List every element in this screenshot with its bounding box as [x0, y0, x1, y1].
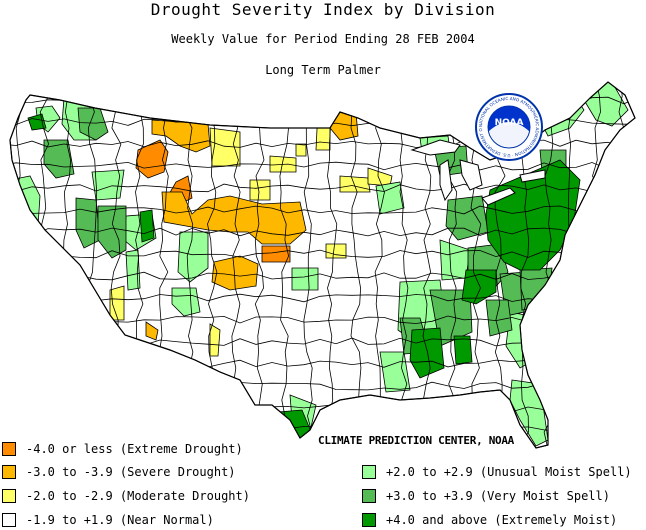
index-name: Long Term Palmer [265, 63, 381, 77]
division-boundary [399, 82, 409, 448]
division-boundary [327, 82, 338, 448]
map-subtitle: Weekly Value for Period Ending 28 FEB 20… [171, 32, 475, 46]
legend-swatch [2, 489, 16, 503]
division-boundary [10, 227, 635, 237]
noaa-logo-text: NOAA [495, 118, 524, 128]
division-moderate-drought [209, 323, 221, 357]
legend-item-severe-drought: -3.0 to -3.9 (Severe Drought) [2, 464, 236, 480]
credit-text: CLIMATE PREDICTION CENTER, NOAA [318, 434, 514, 447]
division-unusual-moist [291, 267, 319, 291]
division-moderate-drought [315, 107, 331, 151]
division-very-moist [43, 139, 75, 179]
division-very-moist [485, 299, 513, 337]
division-moderate-drought [209, 127, 241, 167]
legend-swatch [362, 489, 376, 503]
division-boundary [279, 82, 290, 448]
legend-item-extreme-drought: -4.0 or less (Extreme Drought) [2, 441, 243, 457]
division-boundary [374, 82, 385, 448]
division-boundary [10, 249, 635, 259]
legend-label: +2.0 to +2.9 (Unusual Moist Spell) [386, 465, 632, 479]
division-moderate-drought [325, 243, 347, 259]
legend-item-extremely-moist: +4.0 and above (Extremely Moist) [362, 512, 617, 528]
division-extremely-moist [453, 335, 473, 365]
lake-huron [459, 159, 483, 191]
division-very-moist [75, 197, 101, 249]
division-severe-drought [211, 255, 259, 291]
noaa-logo: NOAA NATIONAL OCEANIC AND ATMOSPHERIC AD… [474, 92, 543, 161]
lake-michigan [439, 159, 453, 202]
lake-erie [481, 187, 516, 206]
division-severe-drought [161, 191, 307, 245]
legend-label: +3.0 to +3.9 (Very Moist Spell) [386, 489, 610, 503]
division-extremely-moist [485, 159, 581, 271]
division-severe-drought [145, 321, 159, 341]
division-boundary [446, 82, 458, 448]
division-moderate-drought [249, 179, 271, 201]
division-boundary [422, 82, 433, 448]
lake-ontario [519, 169, 546, 183]
division-moderate-drought [339, 175, 371, 193]
division-unusual-moist [125, 249, 141, 291]
division-boundary [350, 82, 362, 448]
division-unusual-moist [375, 181, 405, 215]
division-extremely-moist [461, 269, 497, 305]
legend-label: -4.0 or less (Extreme Drought) [26, 442, 243, 456]
legend-item-very-moist: +3.0 to +3.9 (Very Moist Spell) [362, 488, 610, 504]
legend-label: -3.0 to -3.9 (Severe Drought) [26, 465, 236, 479]
legend-item-unusual-moist: +2.0 to +2.9 (Unusual Moist Spell) [362, 464, 632, 480]
division-boundary [10, 161, 635, 171]
division-severe-drought [151, 119, 211, 153]
legend-label: -1.9 to +1.9 (Near Normal) [26, 513, 214, 527]
division-extremely-moist [139, 209, 155, 243]
map-title: Drought Severity Index by Division [150, 0, 496, 19]
great-lakes [410, 139, 546, 206]
legend-item-moderate-drought: -2.0 to -2.9 (Moderate Drought) [2, 488, 250, 504]
legend-swatch [2, 513, 16, 527]
division-boundary [10, 95, 635, 105]
legend-swatch [362, 465, 376, 479]
division-boundary [254, 82, 265, 448]
legend-label: -2.0 to -2.9 (Moderate Drought) [26, 489, 250, 503]
division-boundary [10, 205, 635, 215]
division-extreme-drought [261, 245, 291, 263]
division-moderate-drought [109, 285, 125, 321]
legend-item-near-normal: -1.9 to +1.9 (Near Normal) [2, 512, 214, 528]
division-extremely-moist [409, 327, 445, 379]
legend-swatch [362, 513, 376, 527]
division-boundary [303, 82, 314, 448]
division-boundary [10, 271, 635, 281]
division-very-moist [519, 267, 553, 311]
division-boundary [10, 183, 635, 193]
legend-swatch [2, 442, 16, 456]
division-moderate-drought [295, 143, 307, 157]
legend-label: +4.0 and above (Extremely Moist) [386, 513, 618, 527]
legend-swatch [2, 465, 16, 479]
lake-superior [410, 139, 461, 156]
